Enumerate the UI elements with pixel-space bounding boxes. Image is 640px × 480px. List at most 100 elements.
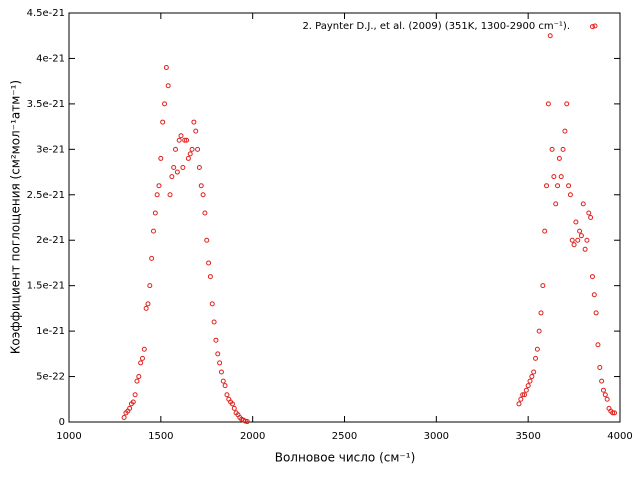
point: [184, 137, 190, 143]
point: [538, 310, 544, 316]
point: [567, 192, 573, 198]
y-tick-label: 1e-21: [36, 326, 65, 337]
point: [174, 169, 180, 175]
point: [167, 192, 173, 198]
point: [558, 174, 564, 180]
point: [196, 165, 202, 171]
point: [516, 401, 522, 407]
point: [584, 237, 590, 243]
point: [575, 237, 581, 243]
point: [220, 378, 226, 384]
point: [520, 392, 526, 398]
point: [165, 83, 171, 89]
point: [154, 192, 160, 198]
point: [229, 401, 235, 407]
y-tick-label: 0: [59, 417, 65, 428]
point: [195, 146, 201, 152]
point: [156, 183, 162, 189]
point: [578, 233, 584, 239]
point: [163, 65, 169, 71]
y-tick-label: 5e-22: [36, 372, 65, 383]
point: [564, 101, 570, 107]
point: [534, 346, 540, 352]
point: [152, 210, 158, 216]
point: [529, 374, 535, 380]
y-axis-label: Коэффициент поглощения (см²мол⁻¹атм⁻¹): [9, 80, 23, 354]
point: [134, 378, 140, 384]
point: [207, 274, 213, 280]
point: [556, 155, 562, 161]
point: [121, 414, 127, 420]
point: [560, 146, 566, 152]
point: [180, 165, 186, 171]
point: [544, 183, 550, 189]
point: [147, 283, 153, 289]
y-tick-label: 1.5e-21: [27, 281, 65, 292]
x-tick-label: 3500: [515, 431, 540, 442]
point: [158, 155, 164, 161]
point: [571, 242, 577, 248]
point: [580, 201, 586, 207]
point: [611, 410, 617, 416]
point: [523, 387, 529, 393]
point: [586, 210, 592, 216]
point: [566, 183, 572, 189]
point: [215, 351, 221, 357]
point: [597, 364, 603, 370]
legend-symbol: [592, 23, 598, 29]
point: [533, 355, 539, 361]
point: [588, 215, 594, 220]
point: [141, 346, 147, 352]
point: [198, 183, 204, 189]
x-tick-label: 3000: [424, 431, 449, 442]
point: [160, 119, 166, 125]
point: [211, 319, 217, 325]
point: [604, 396, 610, 402]
point: [136, 374, 142, 380]
y-tick-label: 4e-21: [36, 53, 65, 64]
point: [531, 369, 537, 375]
point: [244, 419, 250, 425]
point: [542, 228, 548, 234]
point: [162, 101, 168, 107]
point: [593, 310, 599, 316]
point: [549, 146, 555, 152]
point: [551, 174, 557, 180]
point: [562, 128, 568, 134]
point: [545, 101, 551, 107]
point: [553, 201, 559, 207]
point: [224, 392, 230, 398]
point: [132, 392, 138, 398]
point: [231, 405, 237, 411]
x-tick-label: 2500: [332, 431, 357, 442]
point: [187, 151, 193, 157]
point: [222, 383, 228, 389]
y-tick-label: 2.5e-21: [27, 190, 65, 201]
point: [555, 183, 561, 189]
point: [130, 399, 136, 405]
point: [591, 292, 597, 298]
point: [525, 383, 531, 389]
point: [540, 283, 546, 289]
point: [138, 360, 144, 366]
point: [200, 192, 206, 198]
y-tick-label: 3.5e-21: [27, 99, 65, 110]
point: [127, 405, 133, 411]
point: [582, 246, 588, 252]
point: [595, 342, 601, 348]
point: [599, 378, 605, 384]
point: [589, 24, 595, 30]
point: [145, 301, 151, 307]
point: [143, 305, 149, 311]
x-axis-label: Волновое число (см⁻¹): [275, 451, 416, 465]
point: [589, 274, 595, 280]
point: [521, 392, 527, 398]
point: [139, 355, 145, 361]
point: [169, 174, 175, 180]
point: [518, 396, 524, 402]
point: [206, 260, 212, 266]
point: [202, 210, 208, 216]
point: [185, 155, 191, 161]
point: [193, 128, 199, 134]
